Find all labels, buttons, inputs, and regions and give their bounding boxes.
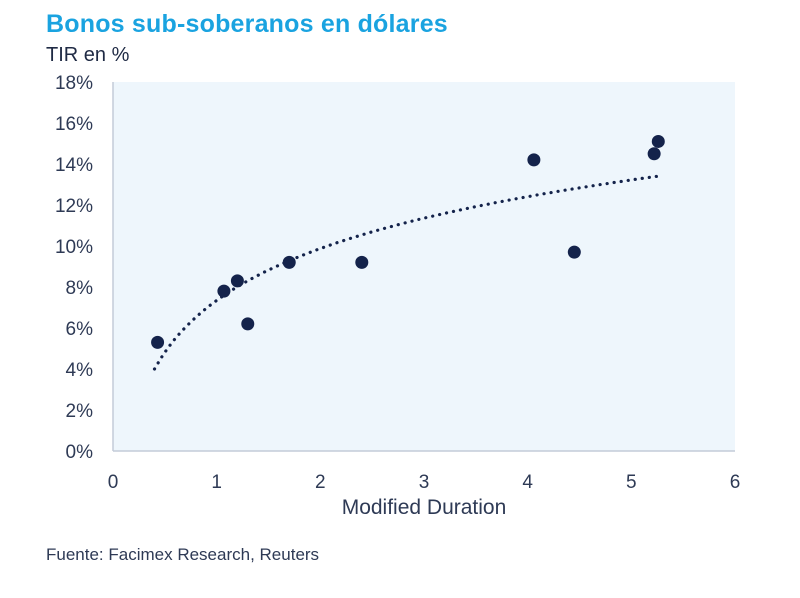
x-axis-label: Modified Duration (342, 496, 507, 519)
x-tick-label: 4 (522, 472, 533, 493)
data-point (651, 134, 665, 148)
x-tick-label: 6 (730, 472, 741, 493)
plot-area (113, 82, 735, 451)
data-point (527, 153, 541, 167)
data-point (230, 274, 244, 288)
y-tick-label: 14% (55, 155, 93, 176)
data-point (217, 284, 231, 298)
y-tick-label: 10% (55, 237, 93, 258)
x-tick-label: 3 (419, 472, 430, 493)
y-tick-label: 2% (66, 401, 94, 422)
x-tick-label: 1 (211, 472, 222, 493)
y-tick-label: 18% (55, 73, 93, 94)
data-point (647, 147, 661, 161)
y-tick-label: 6% (66, 319, 94, 340)
y-tick-label: 12% (55, 196, 93, 217)
data-point (241, 317, 255, 331)
data-point (355, 255, 369, 269)
data-point (282, 255, 296, 269)
y-axis-label: TIR en % (46, 44, 130, 66)
y-tick-label: 16% (55, 114, 93, 135)
y-tick-label: 4% (66, 360, 94, 381)
y-tick-label: 0% (66, 442, 94, 463)
x-tick-label: 0 (108, 472, 119, 493)
x-tick-label: 2 (315, 472, 326, 493)
x-tick-label: 5 (626, 472, 637, 493)
source-note: Fuente: Facimex Research, Reuters (46, 545, 320, 564)
data-point (567, 245, 581, 259)
y-tick-label: 8% (66, 278, 94, 299)
chart-title: Bonos sub-soberanos en dólares (46, 10, 448, 38)
data-point (151, 335, 165, 349)
